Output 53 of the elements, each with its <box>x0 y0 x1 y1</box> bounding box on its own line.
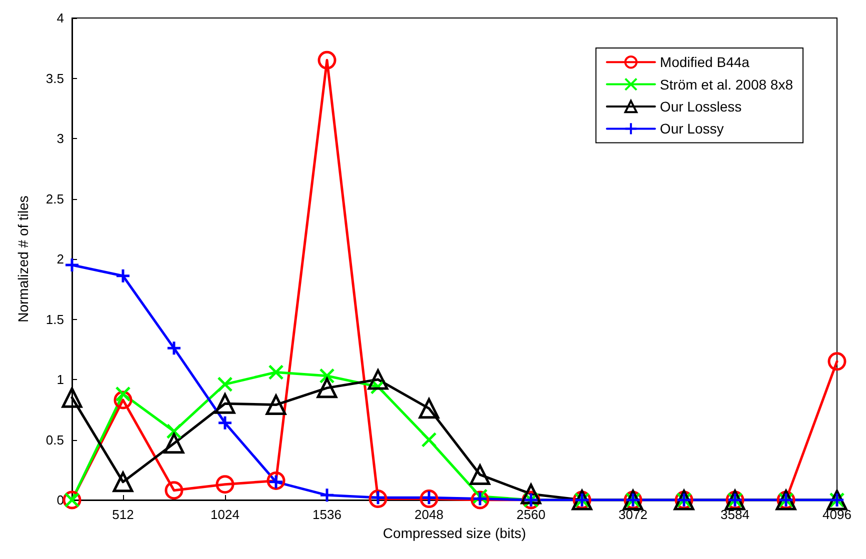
legend-label: Our Lossless <box>660 98 742 114</box>
point <box>368 369 388 390</box>
point <box>115 268 131 284</box>
x-tick-label: 1024 <box>210 507 240 522</box>
legend-label: Our Lossy <box>660 120 724 137</box>
legend-label: Modified B44a <box>660 54 750 70</box>
x-tick-label: 512 <box>112 507 134 522</box>
point <box>268 474 284 490</box>
point <box>828 352 846 371</box>
x-tick-label: 3072 <box>618 507 648 522</box>
point <box>214 393 236 414</box>
point <box>268 364 284 380</box>
point <box>64 257 80 273</box>
x-tick-label: 2560 <box>516 507 546 522</box>
y-tick-label: 1 <box>56 372 64 387</box>
y-tick-label: 3.5 <box>46 70 64 86</box>
point <box>370 490 386 506</box>
x-tick-label: 4096 <box>822 507 852 522</box>
point <box>368 490 388 508</box>
point <box>217 376 233 392</box>
point <box>520 484 542 504</box>
y-tick-label: 2 <box>56 252 64 266</box>
point <box>115 386 131 402</box>
point <box>319 368 335 384</box>
point <box>112 472 134 492</box>
point <box>164 433 184 454</box>
point <box>318 50 336 70</box>
x-tick-label: 2048 <box>414 507 444 522</box>
x-axis-title: Compressed size (bits) <box>382 525 526 541</box>
y-axis-title: Normalized # of tiles <box>15 196 31 322</box>
point <box>166 340 182 356</box>
point <box>216 475 234 494</box>
point <box>470 464 490 485</box>
point <box>62 387 82 408</box>
point <box>217 415 233 431</box>
point <box>421 432 437 448</box>
legend-label: Ström et al. 2008 8x8 <box>660 76 794 92</box>
point <box>420 490 438 508</box>
point <box>166 424 182 440</box>
point <box>319 487 335 503</box>
y-tick-label: 0.5 <box>46 432 64 448</box>
point <box>316 378 338 398</box>
x-tick-label: 3584 <box>720 507 750 522</box>
point <box>266 471 286 490</box>
point <box>421 490 437 506</box>
point <box>418 398 440 419</box>
y-tick-label: 4 <box>56 10 64 26</box>
x-tick-label: 1536 <box>312 507 342 522</box>
point <box>266 394 286 416</box>
y-tick-label: 1.5 <box>46 312 64 327</box>
y-tick-label: 2.5 <box>46 191 64 206</box>
y-tick-label: 3 <box>56 131 64 146</box>
point <box>164 481 184 500</box>
